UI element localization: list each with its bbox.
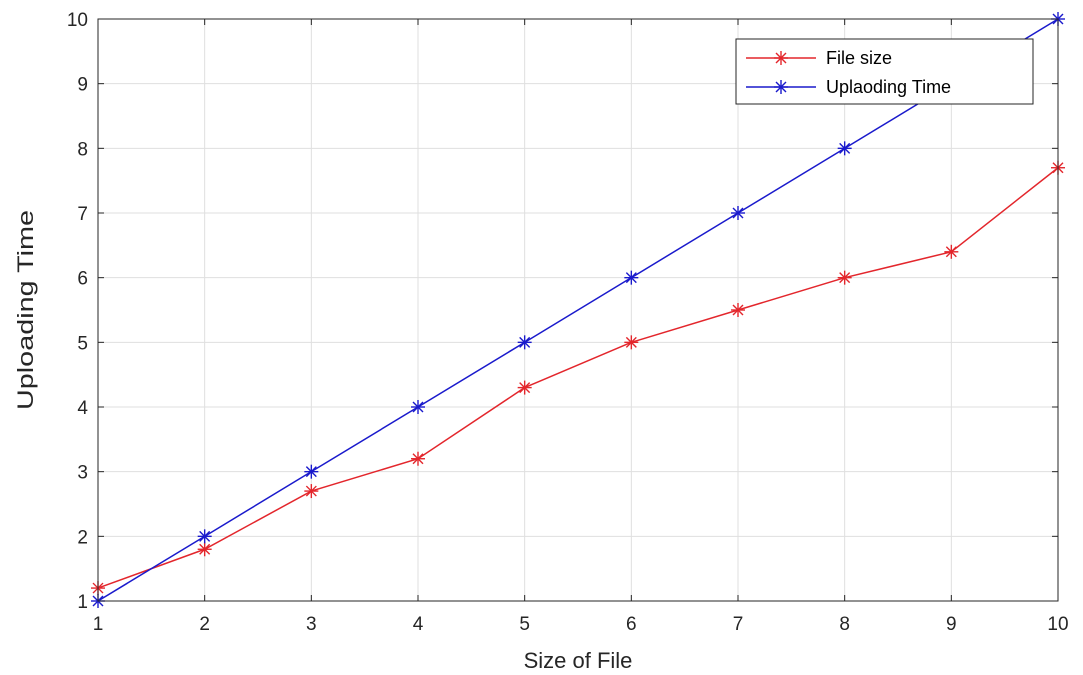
axes-box: [97, 18, 1059, 602]
x-tick-label: 10: [1047, 614, 1068, 635]
y-tick-label: 3: [77, 463, 88, 484]
tick-labels: 1 2 3 4 5 6 7 8 9 10 1 2 3 4 5 6 7 8 9 10: [67, 10, 1069, 635]
y-tick-label: 1: [77, 592, 88, 613]
legend-marker: [774, 51, 788, 65]
data-point: [624, 335, 639, 350]
legend-entry: File size: [746, 48, 892, 68]
y-tick-label: 10: [67, 10, 88, 31]
y-tick-label: 8: [77, 139, 88, 160]
x-tick-label: 6: [626, 614, 637, 635]
legend-entry: Uplaoding Time: [746, 77, 951, 97]
y-tick-label: 4: [77, 398, 88, 419]
data-point: [731, 206, 745, 220]
x-tick-label: 3: [306, 614, 317, 635]
legend-label: File size: [826, 48, 892, 68]
legend: File size Uplaoding Time: [735, 38, 1034, 105]
data-point: [304, 484, 319, 499]
series-line: [97, 18, 1059, 602]
x-tick-label: 1: [93, 614, 104, 635]
data-point: [411, 451, 425, 466]
data-point: [304, 464, 319, 479]
data-point: [731, 303, 745, 317]
x-axis-label: Size of File: [524, 648, 633, 673]
axes-frame: [97, 18, 1059, 602]
tick-marks: [97, 18, 1059, 602]
y-tick-label: 9: [77, 75, 88, 96]
series-2: [91, 12, 1065, 608]
legend-label: Uplaoding Time: [826, 77, 951, 97]
x-tick-label: 9: [946, 614, 957, 635]
data-point: [411, 400, 425, 414]
x-tick-label: 4: [413, 614, 424, 635]
x-tick-label: 8: [839, 614, 850, 635]
series-line: [97, 167, 1059, 589]
y-tick-label: 7: [77, 204, 88, 225]
x-tick-label: 2: [199, 614, 210, 635]
data-point: [197, 542, 212, 557]
legend-marker: [774, 80, 788, 94]
x-tick-label: 5: [519, 614, 530, 635]
data-point: [517, 335, 532, 350]
data-point: [837, 141, 852, 156]
y-axis-label: Uploading Time: [13, 210, 38, 410]
data-point: [517, 380, 532, 395]
data-point: [944, 244, 959, 259]
x-tick-label: 7: [733, 614, 744, 635]
data-point: [197, 529, 212, 544]
series-layer: [91, 12, 1065, 608]
data-point: [624, 270, 639, 285]
data-point: [837, 270, 852, 285]
y-tick-label: 6: [77, 269, 88, 290]
y-tick-label: 5: [77, 333, 88, 354]
y-tick-label: 2: [77, 527, 88, 548]
